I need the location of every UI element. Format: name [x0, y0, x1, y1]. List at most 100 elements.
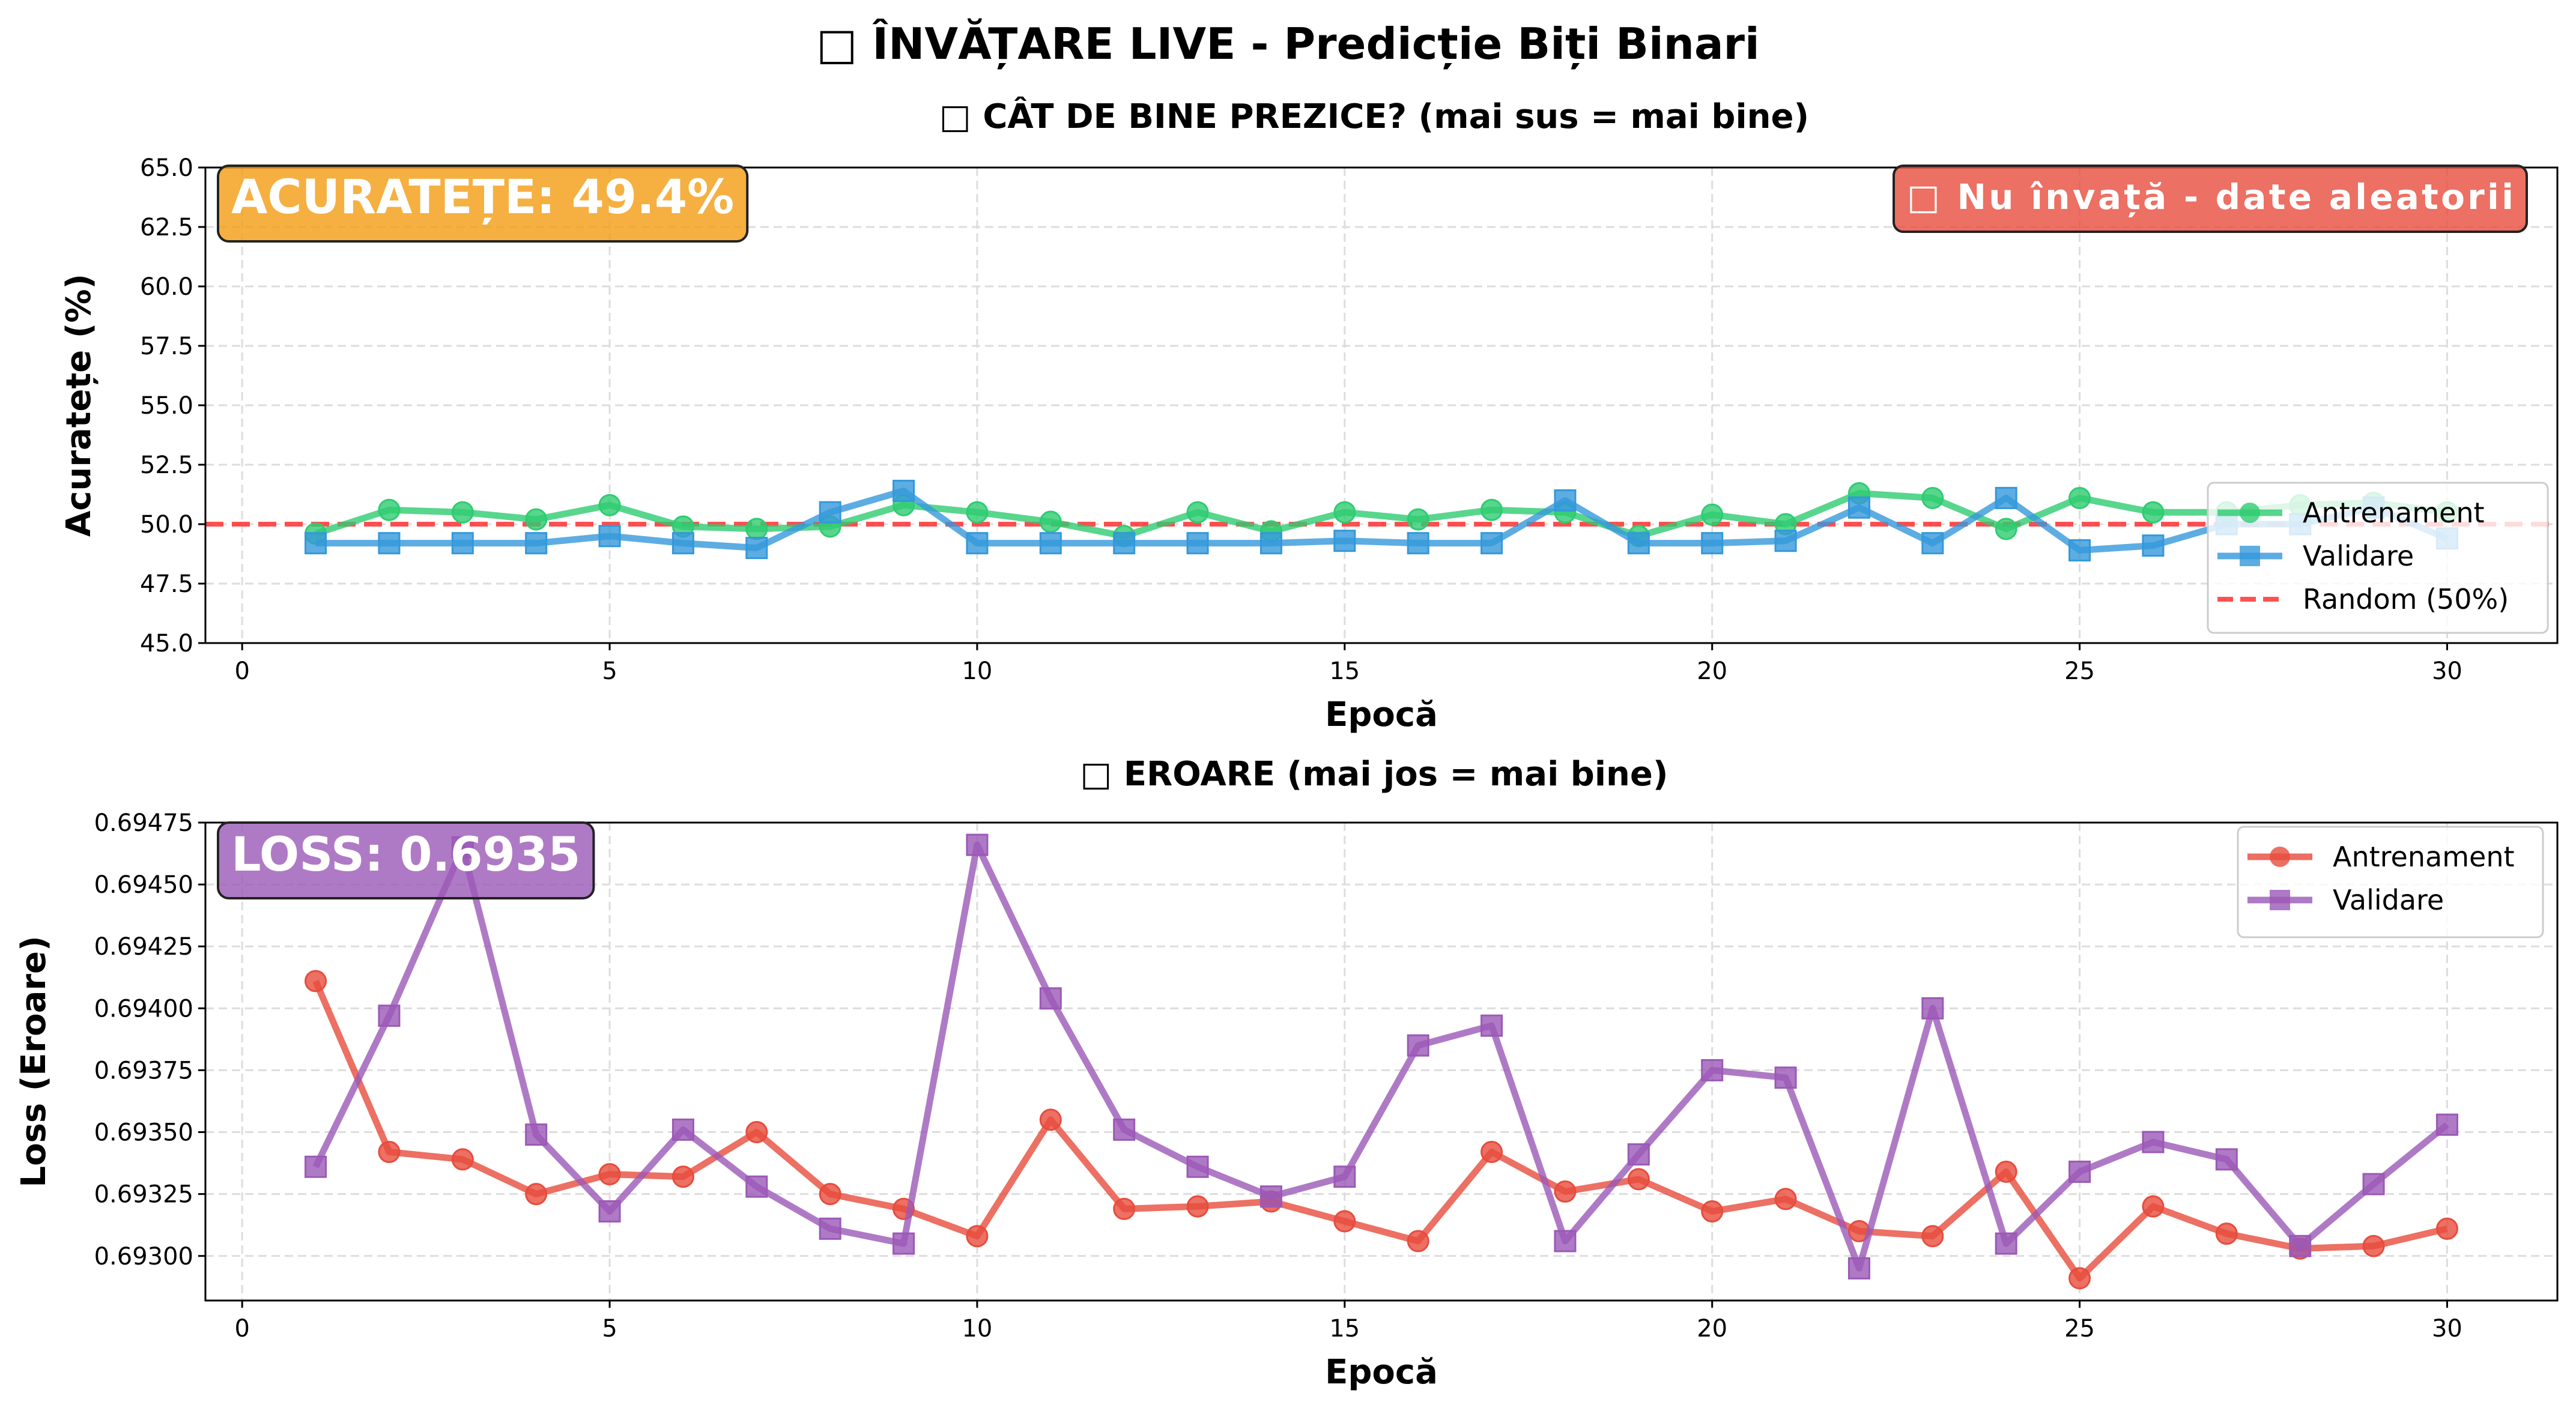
loss-validare-point [2068, 1161, 2091, 1183]
loss-x-axis-label: Epocă [1325, 1353, 1438, 1392]
loss-validare-point [1554, 1230, 1577, 1252]
accuracy-antrenament-point [1333, 501, 1356, 524]
loss-antrenament-line [312, 979, 2448, 1282]
y-tick-label: 47.5 [140, 570, 193, 598]
loss-axes-frame [204, 821, 2559, 1302]
accuracy-validare-point [819, 501, 841, 524]
loss-antrenament-point [525, 1183, 548, 1206]
accuracy-validare-point [966, 532, 989, 555]
loss-antrenament-point [671, 1165, 694, 1188]
legend-random-50-label: Random (50%) [2303, 583, 2509, 615]
loss-validare-point [2215, 1148, 2238, 1171]
loss-validare-point [598, 1200, 621, 1223]
loss-antrenament-point [1554, 1180, 1577, 1203]
accuracy-antrenament-point [1921, 486, 1944, 509]
loss-antrenament-point [451, 1148, 474, 1171]
accuracy-badge-box [217, 165, 749, 243]
legend-antrenament-label: Antrenament [2333, 841, 2515, 873]
accuracy-antrenament-point [1995, 518, 2017, 540]
loss-validare-point [1774, 1066, 1797, 1089]
y-tick-label: 45.0 [140, 630, 193, 657]
x-tick-label: 15 [1329, 1315, 1360, 1343]
loss-validare-point [671, 1118, 694, 1141]
y-tick-label: 0.69450 [94, 871, 193, 899]
loss-y-axis-label: Loss (Eroare) [14, 935, 53, 1187]
loss-validare-point [1039, 987, 1062, 1010]
y-tick-label: 0.69475 [94, 809, 193, 837]
accuracy-validare-point [2068, 539, 2091, 562]
learning-status-badge-text: □ Nu învață - date aleatorii [1907, 177, 2514, 217]
loss-validare-point [1407, 1034, 1429, 1057]
loss-antrenament-point [1186, 1195, 1209, 1218]
accuracy-validare-point [525, 532, 548, 555]
y-tick-label: 55.0 [140, 392, 193, 420]
loss-antrenament-point [2215, 1222, 2238, 1245]
loss-chart-title: □ EROARE (mai jos = mai bine) [1080, 755, 1668, 794]
y-tick-label: 50.0 [140, 511, 193, 539]
accuracy-legend: Antrenament Validare Random (50%) [2207, 482, 2549, 634]
x-tick-label: 10 [962, 657, 992, 685]
y-tick-label: 60.0 [140, 273, 193, 301]
loss-antrenament-point [305, 970, 327, 993]
loss-antrenament-point [378, 1141, 401, 1164]
y-tick-label: 57.5 [140, 333, 193, 360]
x-tick-label: 0 [234, 657, 249, 685]
accuracy-antrenament-point [1407, 508, 1429, 531]
loss-antrenament-point [966, 1225, 989, 1248]
accuracy-chart: □ CÂT DE BINE PREZICE? (mai sus = mai bi… [59, 97, 2559, 734]
accuracy-validare-point [305, 532, 327, 555]
x-tick-label: 25 [2064, 1315, 2095, 1343]
x-tick-label: 20 [1697, 1315, 1727, 1343]
x-tick-label: 0 [234, 1315, 249, 1343]
y-tick-label: 0.69300 [94, 1243, 193, 1271]
y-tick-label: 0.69400 [94, 995, 193, 1023]
y-tick-label: 65.0 [140, 154, 193, 182]
x-tick-label: 20 [1697, 657, 1727, 685]
loss-validare-point [1480, 1014, 1503, 1037]
loss-validare-point [378, 1005, 401, 1027]
accuracy-antrenament-point [2068, 486, 2091, 509]
loss-validare-point [1186, 1155, 1209, 1178]
y-tick-label: 0.69325 [94, 1181, 193, 1209]
accuracy-antrenament-point [378, 498, 401, 521]
loss-antrenament-point [598, 1163, 621, 1186]
loss-antrenament-point [1701, 1200, 1724, 1223]
loss-antrenament-point [745, 1121, 768, 1144]
accuracy-antrenament-point [1701, 503, 1724, 526]
loss-legend-box [2237, 826, 2544, 938]
accuracy-validare-point [451, 532, 474, 555]
loss-antrenament-point [1921, 1225, 1944, 1248]
loss-antrenament-point [2362, 1234, 2385, 1257]
x-tick-label: 25 [2064, 657, 2095, 685]
accuracy-y-ticks: 45.0 47.5 50.0 52.5 55.0 57.5 60.0 62.5 65.0 [140, 154, 205, 657]
accuracy-validare-point [1701, 532, 1724, 555]
loss-validare-point [525, 1123, 548, 1146]
accuracy-validare-point [745, 537, 768, 560]
loss-antrenament-point [1480, 1141, 1503, 1164]
loss-antrenament-point [1113, 1197, 1136, 1220]
accuracy-antrenament-point [1480, 498, 1503, 521]
accuracy-validare-point [1259, 532, 1282, 555]
loss-antrenament-point [1333, 1210, 1356, 1233]
loss-validare-point [1259, 1185, 1282, 1208]
accuracy-antrenament-line [314, 490, 2448, 540]
loss-validare-point [1627, 1143, 1650, 1166]
x-tick-label: 15 [1329, 657, 1360, 685]
accuracy-antrenament-point [1039, 510, 1062, 533]
accuracy-antrenament-point [2142, 501, 2165, 524]
accuracy-validare-point [1554, 489, 1577, 512]
loss-validare-point [305, 1155, 327, 1178]
loss-badge-box [217, 821, 595, 899]
accuracy-validare-point [671, 532, 694, 555]
loss-validare-point [1701, 1059, 1724, 1081]
accuracy-validare-point [1921, 532, 1944, 555]
loss-validare-point [2142, 1131, 2165, 1153]
accuracy-validare-point [1333, 530, 1356, 552]
loss-antrenament-point [1995, 1161, 2017, 1183]
loss-validare-line [312, 841, 2449, 1272]
loss-legend: Antrenament Validare [2237, 826, 2544, 938]
accuracy-antrenament-point [525, 508, 548, 531]
accuracy-validare-point [1480, 532, 1503, 555]
accuracy-antrenament-point [1186, 501, 1209, 524]
